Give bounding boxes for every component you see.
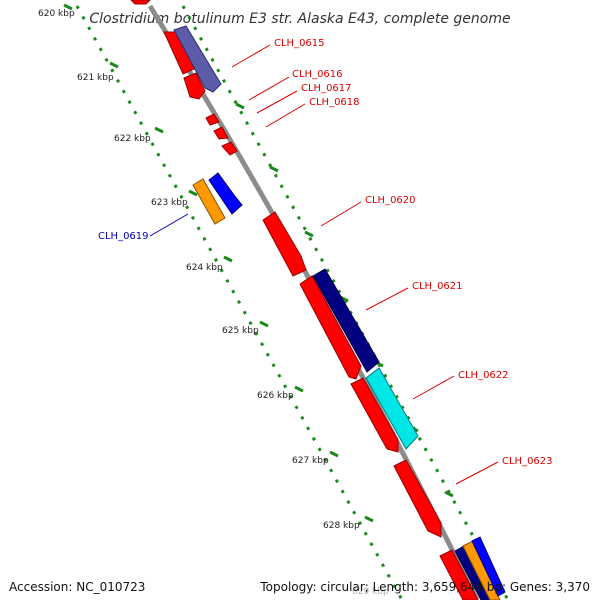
gene-feature-clh-0619-orange[interactable] [192, 178, 226, 225]
gene-feature-clh-0618b[interactable] [221, 141, 238, 156]
scale-label: 622 kbp [114, 134, 151, 144]
gene-label-clh-0619[interactable]: CLH_0619 [98, 231, 149, 242]
scale-labels: 620 kbp 621 kbp 622 kbp 623 kbp 624 kbp … [38, 9, 389, 597]
gene-feature-clh-0621-navy[interactable] [312, 268, 380, 373]
gene-label-clh-0621[interactable]: CLH_0621 [412, 281, 463, 292]
scale-label: 626 kbp [257, 391, 294, 401]
gene-feature-clh-0624[interactable] [439, 549, 479, 600]
scale-label: 620 kbp [38, 9, 75, 19]
gene-label-clh-0616[interactable]: CLH_0616 [292, 69, 343, 80]
gene-feature-clh-0622[interactable] [350, 377, 399, 453]
forward-strand-genes [173, 25, 506, 600]
gene-feature-clh-0617[interactable] [205, 113, 220, 126]
gene-feature-clh-0619[interactable] [208, 172, 243, 215]
scale-label: 628 kbp [323, 521, 360, 531]
gene-feature-clh-0625-blue[interactable] [471, 536, 506, 597]
gene-label-clh-0617[interactable]: CLH_0617 [301, 83, 352, 94]
genome-summary-text: Topology: circular; Length: 3,659,644 bp… [260, 580, 590, 594]
scale-label: 623 kbp [151, 198, 188, 208]
gene-feature-clh-0621[interactable] [299, 275, 362, 380]
gene-feature-clh-0622-cyan[interactable] [365, 367, 419, 450]
gene-feature-clh-0625-orange[interactable] [462, 540, 501, 600]
gene-labels: CLH_0615 CLH_0616 CLH_0617 CLH_0618 CLH_… [98, 38, 553, 467]
gene-label-clh-0623[interactable]: CLH_0623 [502, 456, 553, 467]
scale-label: 625 kbp [222, 326, 259, 336]
gene-feature-clh-0618a[interactable] [213, 126, 229, 140]
inner-dotted-ring [75, 5, 404, 600]
accession-text: Accession: NC_010723 [9, 580, 146, 594]
gene-feature-clh-0623[interactable] [393, 459, 442, 538]
map-title: Clostridium botulinum E3 str. Alaska E43… [89, 11, 510, 27]
gene-label-clh-0622[interactable]: CLH_0622 [458, 370, 509, 381]
gene-feature-clh-0614[interactable] [130, 0, 151, 5]
gene-feature-clh-0615-slate[interactable] [173, 25, 222, 93]
outer-dotted-ring [181, 5, 510, 600]
scale-label: 621 kbp [77, 73, 114, 83]
label-leader-lines [149, 44, 499, 485]
gene-label-clh-0618[interactable]: CLH_0618 [309, 97, 360, 108]
scale-label: 629 kbp [352, 587, 389, 597]
scale-label: 624 kbp [186, 263, 223, 273]
gene-feature-clh-0620[interactable] [262, 211, 307, 277]
gene-label-clh-0615[interactable]: CLH_0615 [274, 38, 325, 49]
scale-label: 627 kbp [292, 456, 329, 466]
gene-feature-clh-0616[interactable] [183, 72, 206, 100]
reverse-strand-genes [130, 0, 243, 225]
gene-label-clh-0620[interactable]: CLH_0620 [365, 195, 416, 206]
